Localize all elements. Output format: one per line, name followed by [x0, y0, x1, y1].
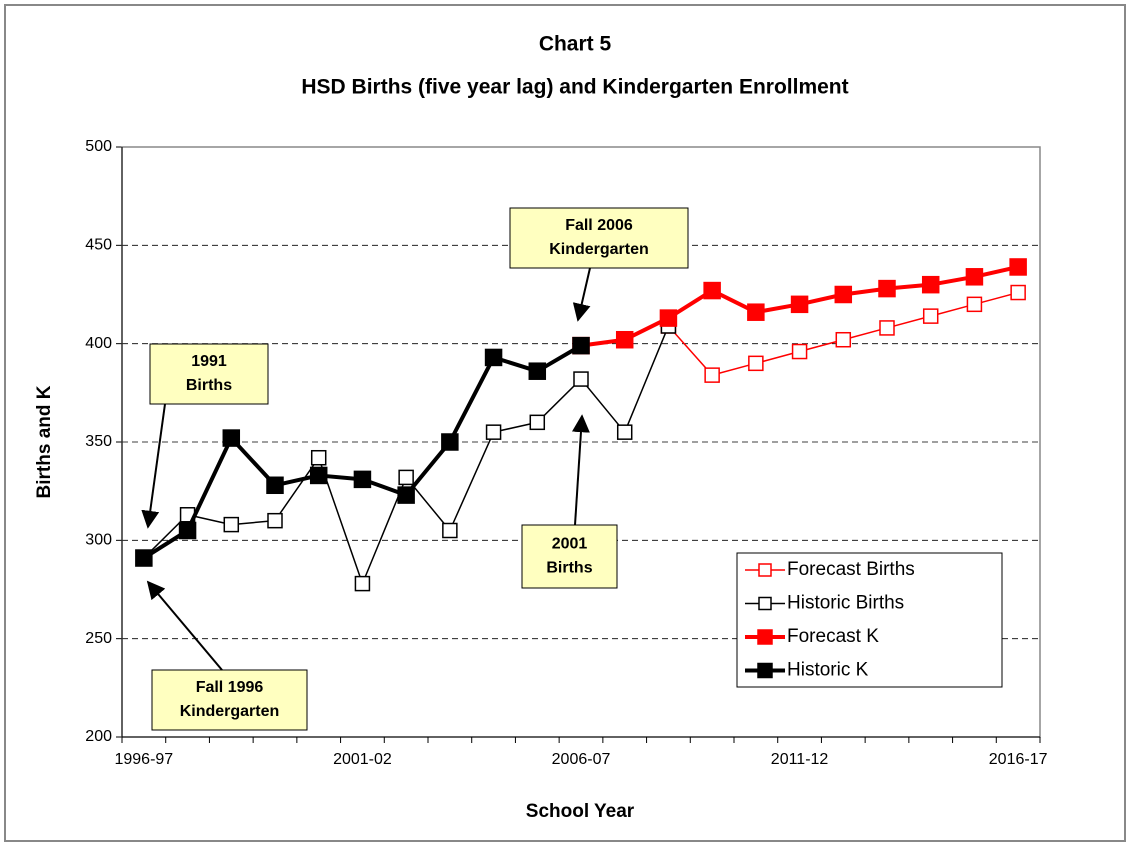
y-tick-label: 250 [85, 630, 112, 647]
series-marker [528, 362, 547, 380]
annotation-arrow [146, 580, 223, 671]
annotation-text: 1991 [191, 353, 227, 370]
series-marker [965, 268, 984, 286]
series-marker [1010, 284, 1026, 301]
x-tick-label: 2011-12 [771, 751, 829, 768]
series-marker [223, 516, 240, 533]
legend-marker [757, 629, 773, 645]
series-marker [659, 309, 678, 327]
series-marker [354, 575, 371, 592]
series-marker [222, 429, 241, 447]
annotation-box [521, 524, 618, 589]
x-axis-label: School Year [526, 801, 635, 822]
legend-label: Historic Births [787, 593, 904, 614]
series-marker [922, 308, 939, 324]
y-tick-label: 450 [85, 237, 112, 254]
series-marker [135, 549, 153, 567]
annotation-text: Fall 1996 [196, 679, 264, 696]
series-marker [747, 303, 765, 321]
series-marker [529, 414, 546, 431]
series-marker [834, 285, 853, 304]
annotation-box [509, 207, 689, 269]
series-marker [310, 449, 327, 466]
annotation-text: 2001 [552, 536, 588, 553]
series-marker [353, 470, 372, 489]
series-marker [790, 295, 809, 314]
annotation-box [149, 343, 269, 405]
annotation-text: Fall 2006 [565, 217, 633, 234]
y-tick-label: 500 [85, 138, 112, 155]
series-marker [1009, 258, 1027, 276]
series-marker [309, 466, 328, 485]
chart-subtitle: HSD Births (five year lag) and Kindergar… [301, 76, 848, 99]
legend [736, 552, 1003, 688]
annotation-text: Births [546, 560, 592, 577]
series-marker [266, 476, 284, 495]
series-marker [441, 433, 459, 451]
annotation-arrow [141, 403, 166, 529]
series-marker [615, 330, 634, 349]
annotation-text: Births [186, 377, 232, 394]
series-marker [178, 521, 197, 540]
series-marker [442, 522, 458, 539]
x-tick-label: 2006-07 [552, 751, 611, 768]
series-marker [879, 320, 895, 336]
legend-marker [757, 662, 773, 679]
series-marker [398, 469, 414, 486]
y-axis-label: Births and K [34, 385, 55, 498]
chart-title: Chart 5 [539, 33, 612, 56]
series-marker [878, 279, 896, 298]
series-marker [267, 512, 283, 529]
legend-marker [758, 563, 772, 577]
y-tick-label: 200 [85, 728, 112, 745]
annotation-text: Kindergarten [549, 241, 649, 258]
series-marker [397, 486, 415, 504]
y-tick-label: 350 [85, 433, 112, 450]
series-marker [966, 296, 983, 313]
series-marker [748, 355, 764, 372]
series-marker [484, 348, 503, 367]
legend-label: Historic K [787, 660, 869, 681]
series-marker [616, 424, 633, 440]
x-tick-label: 1996-97 [114, 751, 173, 768]
series-marker [791, 343, 808, 360]
x-tick-label: 2016-17 [989, 751, 1048, 768]
series-marker [921, 275, 940, 294]
series-marker [485, 424, 502, 440]
y-tick-label: 300 [85, 532, 112, 549]
legend-marker [758, 596, 772, 611]
annotation-box [151, 669, 308, 731]
series-marker [573, 371, 589, 387]
series-marker [572, 336, 590, 355]
annotation-arrow [572, 267, 591, 322]
legend-label: Forecast Births [787, 559, 915, 580]
series-marker [704, 367, 720, 383]
annotation-arrow [571, 414, 590, 526]
series-marker [703, 281, 721, 300]
legend-label: Forecast K [787, 626, 879, 647]
annotation-text: Kindergarten [180, 703, 280, 720]
series-marker [835, 331, 852, 348]
y-tick-label: 400 [85, 335, 112, 352]
x-tick-label: 2001-02 [333, 751, 392, 768]
